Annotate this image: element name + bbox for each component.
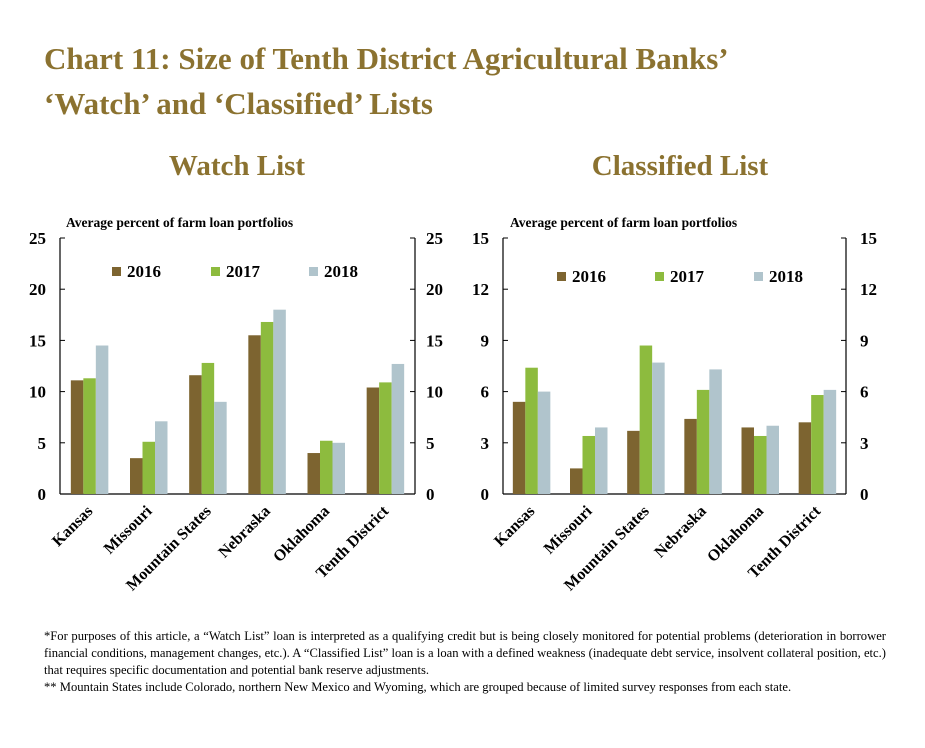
watch-bar-2016 xyxy=(307,453,320,494)
watch-bar-2018 xyxy=(332,442,345,494)
classified-ytick-label-left: 6 xyxy=(481,383,490,402)
footnotes: *For purposes of this article, a “Watch … xyxy=(44,628,886,696)
classified-y-axis-label: Average percent of farm loan portfolios xyxy=(510,215,737,230)
watch-ytick-label-left: 5 xyxy=(38,434,47,453)
classified-bar-2017 xyxy=(525,367,538,494)
watch-bar-2017 xyxy=(201,362,215,494)
classified-bar-2018 xyxy=(595,427,608,494)
watch-ytick-label-right: 25 xyxy=(426,229,443,248)
watch-legend-swatch-2018 xyxy=(309,267,318,276)
watch-bar-2018 xyxy=(391,363,405,494)
page-title-line-2: ‘Watch’ and ‘Classified’ Lists xyxy=(44,86,433,121)
classified-ytick-label-right: 6 xyxy=(860,383,869,402)
classified-ytick-label-left: 15 xyxy=(472,229,489,248)
classified-legend-label-2016: 2016 xyxy=(572,267,606,286)
classified-bar-2016 xyxy=(684,418,697,494)
watch-legend-label-2016: 2016 xyxy=(127,262,161,281)
classified-bar-2016 xyxy=(512,401,526,494)
page-title: Chart 11: Size of Tenth District Agricul… xyxy=(44,36,904,126)
classified-bar-2017 xyxy=(696,389,710,494)
classified-legend-swatch-2016 xyxy=(557,272,566,281)
watch-bar-2017 xyxy=(142,441,155,494)
classified-bar-2018 xyxy=(823,389,837,494)
watch-category-label: Oklahoma xyxy=(270,503,333,566)
watch-ytick-label-left: 10 xyxy=(29,383,46,402)
classified-bar-2018 xyxy=(766,425,779,494)
watch-ytick-label-left: 25 xyxy=(29,229,46,248)
watch-ytick-label-right: 5 xyxy=(426,434,435,453)
footnote-mountain-states: ** Mountain States include Colorado, nor… xyxy=(44,680,792,694)
classified-legend-swatch-2017 xyxy=(655,272,664,281)
watch-bar-2016 xyxy=(130,458,143,494)
watch-bar-2016 xyxy=(366,387,380,494)
watch-category-label: Kansas xyxy=(49,503,96,550)
classified-bar-2016 xyxy=(627,430,640,494)
watch-ytick-label-right: 15 xyxy=(426,331,443,350)
watch-bar-2018 xyxy=(214,401,227,494)
classified-bar-2016 xyxy=(570,468,583,494)
watch-bar-2018 xyxy=(273,309,286,494)
watch-bar-2018 xyxy=(155,421,168,494)
watch-ytick-label-left: 15 xyxy=(29,331,46,350)
classified-bar-2017 xyxy=(582,435,595,494)
classified-bar-2018 xyxy=(709,369,722,494)
watch-bar-2016 xyxy=(189,375,202,494)
charts-canvas: 0 0 5 5 10 10 15 15 20 20 25 25 Average percent of f… xyxy=(29,215,877,594)
watch-bar-2017 xyxy=(379,382,392,494)
classified-ytick-label-right: 3 xyxy=(860,434,869,453)
watch-list-title: Watch List xyxy=(168,150,306,182)
watch-ytick-label-right: 10 xyxy=(426,383,443,402)
classified-legend-label-2018: 2018 xyxy=(769,267,803,286)
classified-bar-2017 xyxy=(639,345,653,494)
classified-list-title: Classified List xyxy=(591,150,769,182)
classified-bar-2018 xyxy=(652,362,665,494)
watch-bar-2016 xyxy=(248,335,261,494)
watch-bar-2016 xyxy=(70,380,84,494)
watch-bar-2018 xyxy=(95,345,109,494)
watch-ytick-label-right: 0 xyxy=(426,485,435,504)
classified-bar-2017 xyxy=(811,395,824,494)
classified-ytick-label-left: 3 xyxy=(481,434,490,453)
footnote-watch-classified: *For purposes of this article, a “Watch … xyxy=(44,629,886,677)
classified-category-label: Missouri xyxy=(541,502,596,557)
classified-bar-2016 xyxy=(798,422,812,494)
watch-legend-label-2018: 2018 xyxy=(324,262,358,281)
watch-category-label: Nebraska xyxy=(215,503,274,562)
classified-ytick-label-right: 9 xyxy=(860,331,869,350)
classified-bar-2016 xyxy=(741,427,754,494)
watch-legend-swatch-2016 xyxy=(112,267,121,276)
watch-ytick-label-left: 20 xyxy=(29,280,46,299)
watch-bar-2017 xyxy=(320,440,333,494)
watch-legend-label-2017: 2017 xyxy=(226,262,261,281)
classified-legend-swatch-2018 xyxy=(754,272,763,281)
watch-y-axis-label: Average percent of farm loan portfolios xyxy=(66,215,293,230)
classified-category-label: Kansas xyxy=(491,503,538,550)
classified-bar-2017 xyxy=(754,435,767,494)
watch-category-label: Missouri xyxy=(101,502,156,557)
watch-ytick-label-left: 0 xyxy=(38,485,47,504)
classified-ytick-label-right: 0 xyxy=(860,485,869,504)
classified-ytick-label-left: 12 xyxy=(472,280,489,299)
classified-ytick-label-left: 0 xyxy=(481,485,490,504)
classified-ytick-label-right: 12 xyxy=(860,280,877,299)
classified-bar-2018 xyxy=(537,391,551,494)
watch-legend-swatch-2017 xyxy=(211,267,220,276)
classified-legend-label-2017: 2017 xyxy=(670,267,705,286)
watch-bar-2017 xyxy=(83,378,96,494)
page-title-line-1: Chart 11: Size of Tenth District Agricul… xyxy=(44,41,729,76)
classified-category-label: Nebraska xyxy=(651,503,710,562)
watch-bar-2017 xyxy=(260,321,274,494)
classified-ytick-label-left: 9 xyxy=(481,331,490,350)
classified-ytick-label-right: 15 xyxy=(860,229,877,248)
watch-ytick-label-right: 20 xyxy=(426,280,443,299)
